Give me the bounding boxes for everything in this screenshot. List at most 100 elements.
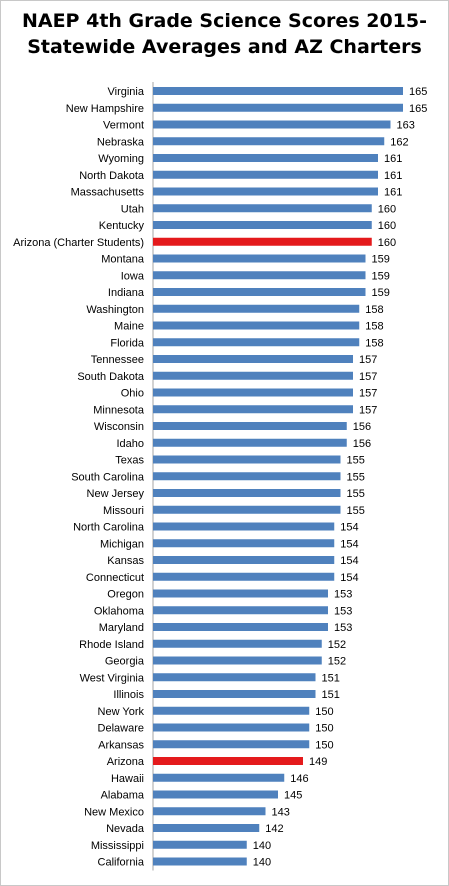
bar-connecticut: [153, 572, 335, 581]
bar-new-jersey: [153, 489, 341, 497]
category-label-wisconsin: Wisconsin: [94, 421, 144, 433]
category-label-arizona: Arizona: [107, 756, 145, 768]
bar-illinois: [153, 690, 316, 698]
category-label-ohio: Ohio: [121, 388, 144, 400]
bar-maryland: [153, 623, 328, 631]
value-label-north-carolina: 154: [340, 522, 358, 534]
category-label-virginia: Virginia: [108, 86, 145, 98]
bar-mississippi: [153, 840, 247, 849]
category-label-new-mexico: New Mexico: [84, 806, 144, 818]
category-label-oklahoma: Oklahoma: [94, 605, 145, 617]
value-label-vermont: 163: [397, 120, 415, 132]
value-label-alabama: 145: [284, 790, 302, 802]
bar-west-virginia: [153, 673, 316, 682]
category-label-california: California: [98, 857, 145, 869]
value-label-missouri: 155: [347, 505, 365, 517]
category-label-minnesota: Minnesota: [93, 404, 145, 416]
bar-new-york: [153, 706, 310, 715]
bar-hawaii: [153, 773, 285, 782]
value-label-kansas: 154: [340, 555, 358, 567]
bar-arizona: [153, 757, 303, 765]
bar-ohio: [153, 388, 353, 397]
category-label-illinois: Illinois: [113, 689, 144, 701]
bar-minnesota: [153, 405, 353, 414]
bar-montana: [153, 254, 366, 263]
bar-idaho: [153, 438, 347, 447]
value-label-new-mexico: 143: [272, 806, 290, 818]
value-label-wisconsin: 156: [353, 421, 371, 433]
value-label-connecticut: 154: [340, 572, 358, 584]
bar-north-carolina: [153, 522, 335, 531]
bar-north-dakota: [153, 170, 378, 179]
category-label-north-dakota: North Dakota: [79, 170, 145, 182]
bar-arkansas: [153, 740, 310, 749]
value-label-oklahoma: 153: [334, 605, 352, 617]
category-label-west-virginia: West Virginia: [80, 672, 145, 684]
value-label-montana: 159: [372, 254, 390, 266]
bar-missouri: [153, 505, 341, 514]
category-label-nebraska: Nebraska: [97, 136, 145, 148]
category-label-massachusetts: Massachusetts: [71, 187, 145, 199]
value-label-washington: 158: [365, 304, 383, 316]
category-label-georgia: Georgia: [105, 656, 145, 668]
value-label-virginia: 165: [409, 86, 427, 98]
category-label-delaware: Delaware: [98, 723, 144, 735]
value-label-south-carolina: 155: [347, 471, 365, 483]
value-label-utah: 160: [378, 203, 396, 215]
bar-virginia: [153, 87, 403, 95]
category-label-washington: Washington: [86, 304, 144, 316]
value-label-north-dakota: 161: [384, 170, 402, 182]
value-label-georgia: 152: [328, 656, 346, 668]
value-label-maine: 158: [365, 321, 383, 333]
bar-nebraska: [153, 137, 385, 146]
category-label-maine: Maine: [114, 321, 144, 333]
category-label-florida: Florida: [110, 337, 145, 349]
bar-nevada: [153, 824, 260, 832]
value-label-delaware: 150: [315, 723, 333, 735]
category-label-new-hampshire: New Hampshire: [66, 103, 144, 115]
category-label-north-carolina: North Carolina: [73, 522, 145, 534]
chart-title-line-1: NAEP 4th Grade Science Scores 2015-: [21, 10, 428, 32]
chart-title-line-2: Statewide Averages and AZ Charters: [27, 36, 422, 58]
value-label-oregon: 153: [334, 589, 352, 601]
bar-new-hampshire: [153, 103, 403, 112]
value-label-ohio: 157: [359, 388, 377, 400]
category-label-kentucky: Kentucky: [99, 220, 145, 232]
category-label-wyoming: Wyoming: [98, 153, 144, 165]
bar-oregon: [153, 589, 328, 598]
bar-maine: [153, 321, 360, 330]
bar-south-dakota: [153, 371, 353, 380]
bar-texas: [153, 455, 341, 464]
value-label-michigan: 154: [340, 538, 358, 550]
value-label-hawaii: 146: [290, 773, 308, 785]
bar-indiana: [153, 288, 366, 296]
value-label-tennessee: 157: [359, 354, 377, 366]
category-label-south-carolina: South Carolina: [71, 471, 145, 483]
bar-kentucky: [153, 221, 372, 229]
value-label-rhode-island: 152: [328, 639, 346, 651]
bar-arizona-charter-students: [153, 237, 372, 246]
bar-georgia: [153, 656, 322, 665]
value-label-new-hampshire: 165: [409, 103, 427, 115]
bar-michigan: [153, 539, 335, 548]
bar-california: [153, 857, 247, 866]
bar-rhode-island: [153, 639, 322, 648]
bar-alabama: [153, 790, 278, 799]
value-label-arizona: 149: [309, 756, 327, 768]
value-label-illinois: 151: [322, 689, 340, 701]
category-label-connecticut: Connecticut: [86, 572, 144, 584]
category-label-iowa: Iowa: [121, 270, 145, 282]
value-label-california: 140: [253, 857, 271, 869]
category-label-montana: Montana: [101, 254, 145, 266]
value-label-maryland: 153: [334, 622, 352, 634]
category-label-michigan: Michigan: [100, 538, 144, 550]
value-label-nebraska: 162: [390, 136, 408, 148]
value-label-florida: 158: [365, 337, 383, 349]
category-label-new-jersey: New Jersey: [87, 488, 145, 500]
value-label-nevada: 142: [265, 823, 283, 835]
value-label-indiana: 159: [372, 287, 390, 299]
category-label-indiana: Indiana: [108, 287, 145, 299]
chart-title: NAEP 4th Grade Science Scores 2015- Stat…: [0, 8, 449, 60]
value-label-idaho: 156: [353, 438, 371, 450]
